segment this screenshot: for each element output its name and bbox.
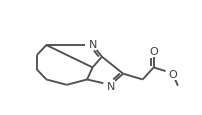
- Text: N: N: [106, 81, 115, 91]
- Text: O: O: [149, 47, 158, 57]
- Text: N: N: [88, 40, 97, 50]
- Text: O: O: [168, 69, 177, 79]
